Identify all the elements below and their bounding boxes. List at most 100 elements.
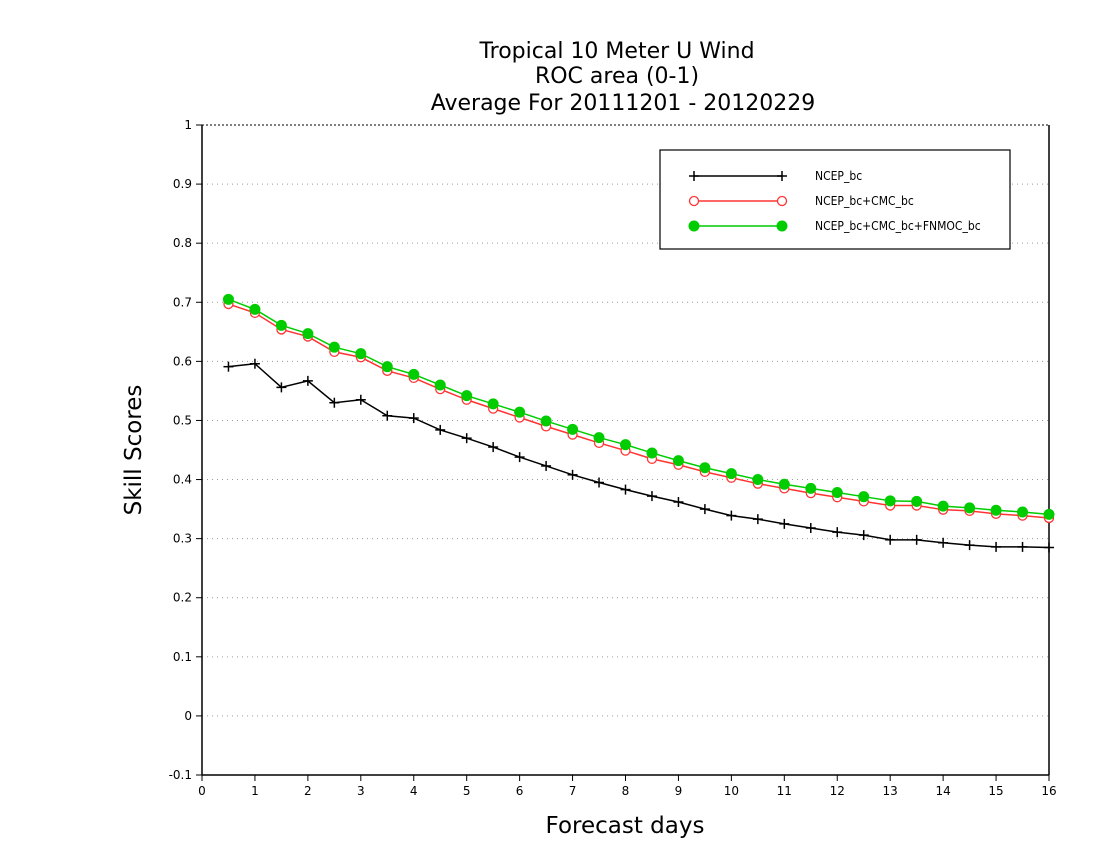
y-tick-label: 0 xyxy=(184,709,192,723)
x-tick-label: 6 xyxy=(516,784,524,798)
x-tick-label: 11 xyxy=(777,784,792,798)
axes: -0.100.10.20.30.40.50.60.70.80.910 1 2 3 4 5 6… xyxy=(169,118,1057,798)
data-point xyxy=(1017,506,1029,518)
y-tick-label: 0.3 xyxy=(173,532,192,546)
chart-title-line-1: Tropical 10 Meter U Wind xyxy=(478,39,754,64)
data-point xyxy=(381,361,393,373)
series-0 xyxy=(223,358,1054,553)
y-tick-label: 0.8 xyxy=(173,236,192,250)
y-tick-label: -0.1 xyxy=(169,768,192,782)
data-point xyxy=(991,541,1002,552)
y-tick-label: 0.7 xyxy=(173,295,192,309)
data-point xyxy=(514,406,526,418)
data-point xyxy=(567,469,578,480)
x-axis-title: Forecast days xyxy=(546,813,705,839)
legend-marker xyxy=(688,195,700,207)
data-point xyxy=(938,537,949,548)
data-point xyxy=(699,504,710,515)
data-point xyxy=(831,487,843,499)
x-tick-label: 5 xyxy=(463,784,471,798)
data-point xyxy=(1044,542,1054,553)
chart-title-line-2: ROC area (0-1) xyxy=(535,64,699,89)
data-point xyxy=(461,433,472,444)
legend-marker xyxy=(688,220,700,232)
data-point xyxy=(249,303,261,315)
data-point xyxy=(328,341,340,353)
data-point xyxy=(779,518,790,529)
legend-box xyxy=(659,149,1011,250)
y-tick-label: 0.9 xyxy=(173,177,192,191)
data-point xyxy=(275,319,287,331)
data-point xyxy=(646,491,657,502)
data-point xyxy=(540,415,552,427)
series-line xyxy=(228,362,1050,549)
data-point xyxy=(514,452,525,463)
data-point xyxy=(461,390,473,402)
data-point xyxy=(964,540,975,551)
data-point xyxy=(699,462,711,474)
data-point xyxy=(276,382,287,393)
data-point xyxy=(302,328,314,340)
data-point xyxy=(832,527,843,538)
data-point xyxy=(593,432,605,444)
series-line xyxy=(228,303,1050,519)
x-tick-label: 4 xyxy=(410,784,418,798)
data-point xyxy=(646,447,658,459)
chart-title-line-3: Average For 20111201 - 20120229 xyxy=(431,91,816,116)
legend-label: NCEP_bc+CMC_bc+FNMOC_bc xyxy=(815,219,981,233)
data-point xyxy=(990,504,1002,516)
x-tick-label: 12 xyxy=(830,784,845,798)
data-point xyxy=(541,460,552,471)
data-point xyxy=(858,491,870,503)
x-tick-label: 3 xyxy=(357,784,365,798)
series-2 xyxy=(222,293,1055,520)
legend: NCEP_bc NCEP_bc+CMC_bc NCEP_bc+CMC_bc+FNMO… xyxy=(659,149,1011,250)
data-point xyxy=(620,484,631,495)
y-axis-title: Skill Scores xyxy=(121,385,147,516)
x-tick-label: 13 xyxy=(883,784,898,798)
data-point xyxy=(567,423,579,435)
y-tick-label: 1 xyxy=(184,118,192,132)
data-point xyxy=(911,534,922,545)
data-point xyxy=(434,379,446,391)
data-point xyxy=(1017,541,1028,552)
legend-marker xyxy=(777,171,787,181)
x-tick-label: 0 xyxy=(198,784,206,798)
x-tick-label: 2 xyxy=(304,784,312,798)
data-point xyxy=(329,397,340,408)
legend-marker xyxy=(776,195,788,207)
data-point xyxy=(355,348,367,360)
x-tick-label: 10 xyxy=(724,784,739,798)
y-tick-label: 0.6 xyxy=(173,354,192,368)
data-point xyxy=(382,410,393,421)
data-point xyxy=(725,468,737,480)
legend-marker xyxy=(689,171,699,181)
data-point xyxy=(435,424,446,435)
x-tick-label: 15 xyxy=(988,784,1003,798)
data-point xyxy=(487,398,499,410)
data-point xyxy=(1043,508,1055,520)
data-point xyxy=(805,523,816,533)
data-point xyxy=(408,368,420,380)
y-tick-label: 0.1 xyxy=(173,650,192,664)
data-point xyxy=(911,495,923,507)
plot-series xyxy=(222,293,1055,553)
x-tick-label: 1 xyxy=(251,784,259,798)
data-point xyxy=(752,474,764,486)
data-point xyxy=(937,500,949,512)
y-tick-label: 0.5 xyxy=(173,413,192,427)
x-tick-label: 8 xyxy=(622,784,630,798)
x-tick-label: 14 xyxy=(935,784,950,798)
data-point xyxy=(408,413,419,424)
data-point xyxy=(355,394,366,405)
y-tick-label: 0.4 xyxy=(173,473,192,487)
data-point xyxy=(488,442,499,453)
data-point xyxy=(620,439,631,451)
data-point xyxy=(885,534,896,545)
x-tick-label: 9 xyxy=(675,784,683,798)
data-point xyxy=(858,530,869,541)
data-point xyxy=(594,477,605,488)
legend-marker xyxy=(776,220,788,232)
